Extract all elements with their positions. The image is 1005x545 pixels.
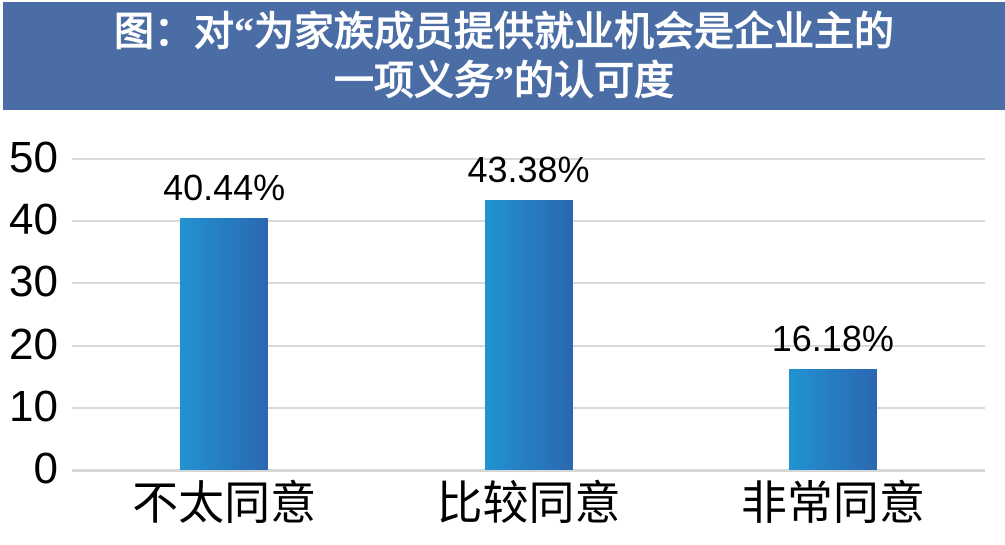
- gridline-50: [72, 158, 985, 160]
- value-label-0: 40.44%: [163, 167, 286, 209]
- y-tick-label-0: 0: [33, 444, 58, 493]
- value-label-2: 16.18%: [771, 318, 894, 360]
- y-tick-label-50: 50: [9, 133, 58, 182]
- y-tick-label-20: 20: [9, 319, 58, 369]
- x-axis-line: [72, 469, 985, 472]
- bar-非常同意: [788, 369, 877, 470]
- y-tick-label-10: 10: [9, 381, 58, 431]
- x-category-label-1: 比较同意: [436, 478, 621, 529]
- y-tick-label-40: 40: [9, 195, 58, 245]
- x-category-label-2: 非常同意: [740, 478, 925, 529]
- chart-title-banner: 图：对“为家族成员提供就业机会是企业主的 一项义务”的认可度: [3, 2, 1005, 110]
- bar-比较同意: [484, 200, 573, 470]
- bar-不太同意: [180, 218, 269, 470]
- y-tick-label-30: 30: [9, 257, 58, 307]
- chart-title-line-2: 一项义务”的认可度: [334, 58, 674, 103]
- x-category-label-0: 不太同意: [132, 478, 317, 529]
- plot-area: 40.44% 不太同意 43.38% 比较同意 16.18% 非常同意: [72, 150, 985, 529]
- chart-title-line-1: 图：对“为家族成员提供就业机会是企业主的: [114, 9, 894, 54]
- value-label-1: 43.38%: [467, 149, 590, 191]
